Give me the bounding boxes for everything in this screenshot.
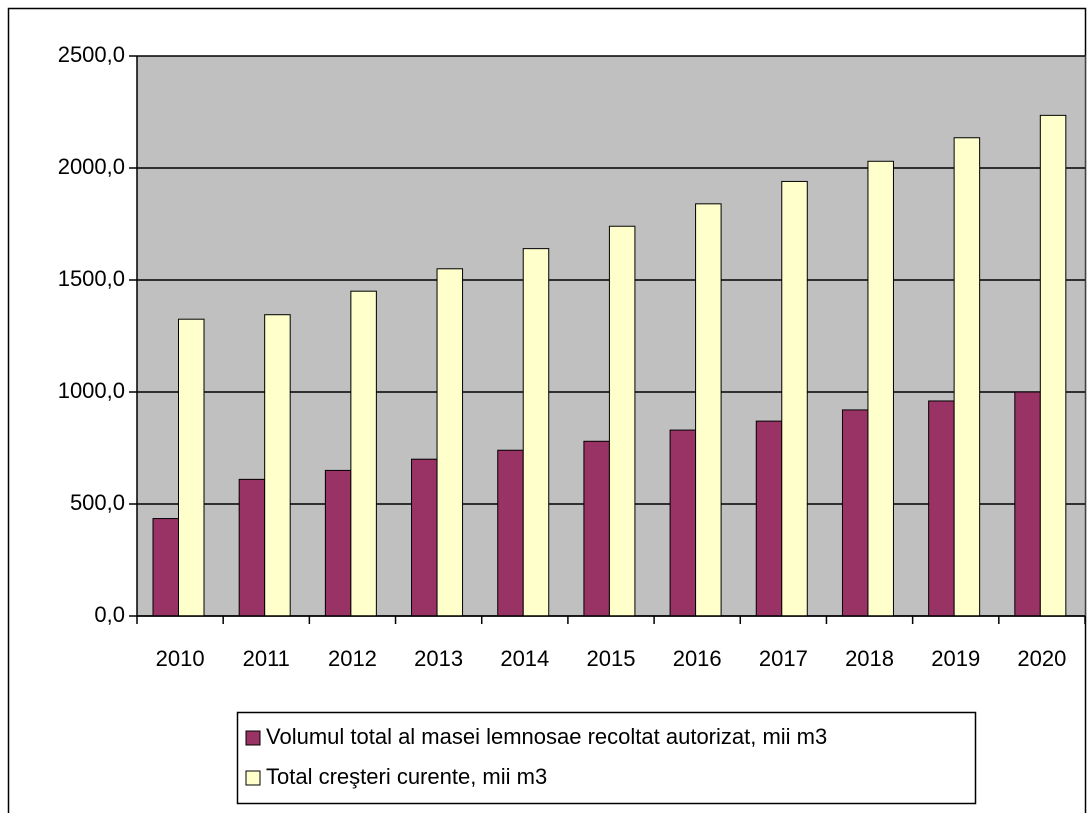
- bar: [264, 314, 291, 617]
- bar: [238, 478, 266, 617]
- x-tick-label: 2011: [243, 646, 290, 671]
- bar: [178, 318, 205, 617]
- bar: [841, 409, 869, 617]
- bar: [755, 420, 783, 617]
- x-tick-label: 2012: [328, 646, 377, 671]
- x-tick-label: 2019: [931, 646, 980, 671]
- legend-label: Volumul total al masei lemnosae recoltat…: [266, 724, 827, 749]
- y-tick-label: 2500,0: [58, 42, 125, 67]
- x-tick-label: 2018: [845, 646, 894, 671]
- bar: [867, 160, 894, 617]
- bar: [608, 225, 636, 617]
- y-tick-label: 2000,0: [58, 154, 125, 179]
- bar: [350, 290, 377, 617]
- bar: [152, 518, 179, 617]
- x-tick-label: 2016: [673, 646, 722, 671]
- x-tick-label: 2014: [500, 646, 549, 671]
- bar: [324, 469, 352, 617]
- x-tick-label: 2013: [414, 646, 463, 671]
- bar: [953, 137, 981, 617]
- bar: [1039, 114, 1067, 617]
- legend-label: Total creşteri curente, mii m3: [266, 764, 547, 789]
- y-tick-label: 1500,0: [58, 266, 125, 291]
- bar: [781, 180, 808, 617]
- bar: [436, 268, 464, 617]
- bar: [522, 248, 550, 617]
- legend-swatch: [245, 770, 261, 786]
- x-tick-label: 2017: [759, 646, 808, 671]
- bar: [669, 429, 697, 617]
- legend: [236, 711, 977, 805]
- bar: [1014, 391, 1041, 617]
- bar: [411, 458, 438, 617]
- bar: [497, 449, 524, 617]
- y-tick-label: 1000,0: [58, 378, 125, 403]
- bar: [928, 400, 955, 617]
- x-tick-label: 2020: [1017, 646, 1066, 671]
- y-tick-label: 500,0: [70, 490, 125, 515]
- bar: [695, 203, 722, 617]
- y-tick-label: 0,0: [94, 602, 125, 627]
- bar: [583, 440, 610, 617]
- legend-swatch: [245, 730, 261, 746]
- x-tick-label: 2010: [156, 646, 205, 671]
- x-tick-label: 2015: [587, 646, 636, 671]
